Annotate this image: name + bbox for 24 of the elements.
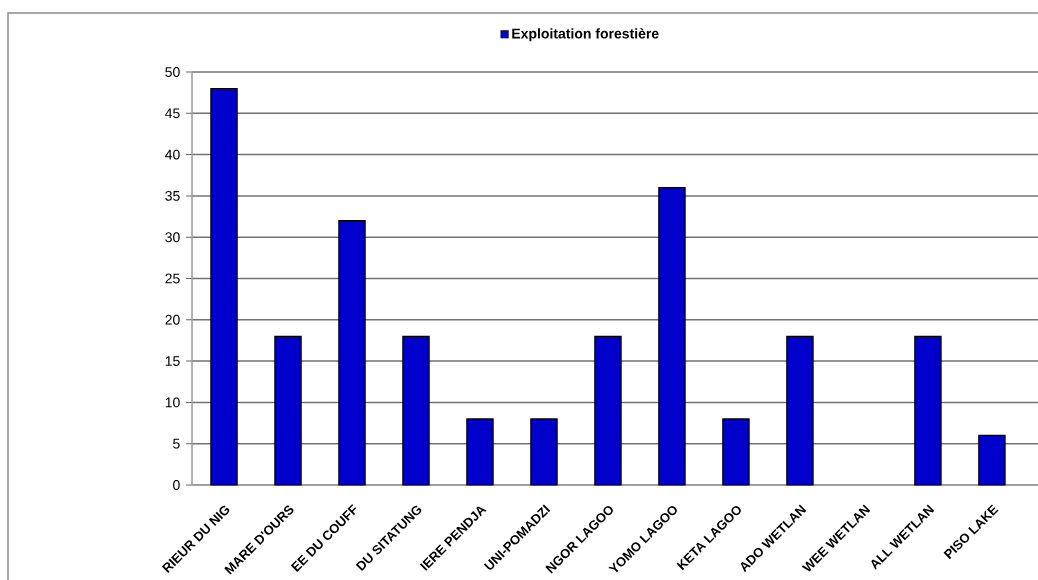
bar [466,418,494,486]
y-tick-label: 45 [165,108,180,119]
y-tick-label: 50 [165,67,180,77]
bar [786,335,814,486]
bar [530,418,558,486]
bar [594,335,622,486]
bar [338,220,366,486]
y-tick-label: 0 [173,480,180,490]
bar [274,335,302,486]
y-tick-label: 40 [165,149,180,160]
bar [722,418,750,486]
y-tick-label: 25 [165,273,180,284]
y-tick-label: 5 [173,438,180,449]
bar [210,87,238,486]
y-tick-label: 20 [165,314,180,325]
bar [978,434,1006,486]
y-tick-label: 15 [165,356,180,366]
y-tick-label: 10 [165,397,180,408]
bar [402,335,430,486]
bar [658,187,686,486]
y-tick-label: 35 [165,190,180,201]
y-tick-label: 30 [165,232,180,243]
legend-label: Exploitation forestière [512,28,659,42]
bar [914,335,942,486]
